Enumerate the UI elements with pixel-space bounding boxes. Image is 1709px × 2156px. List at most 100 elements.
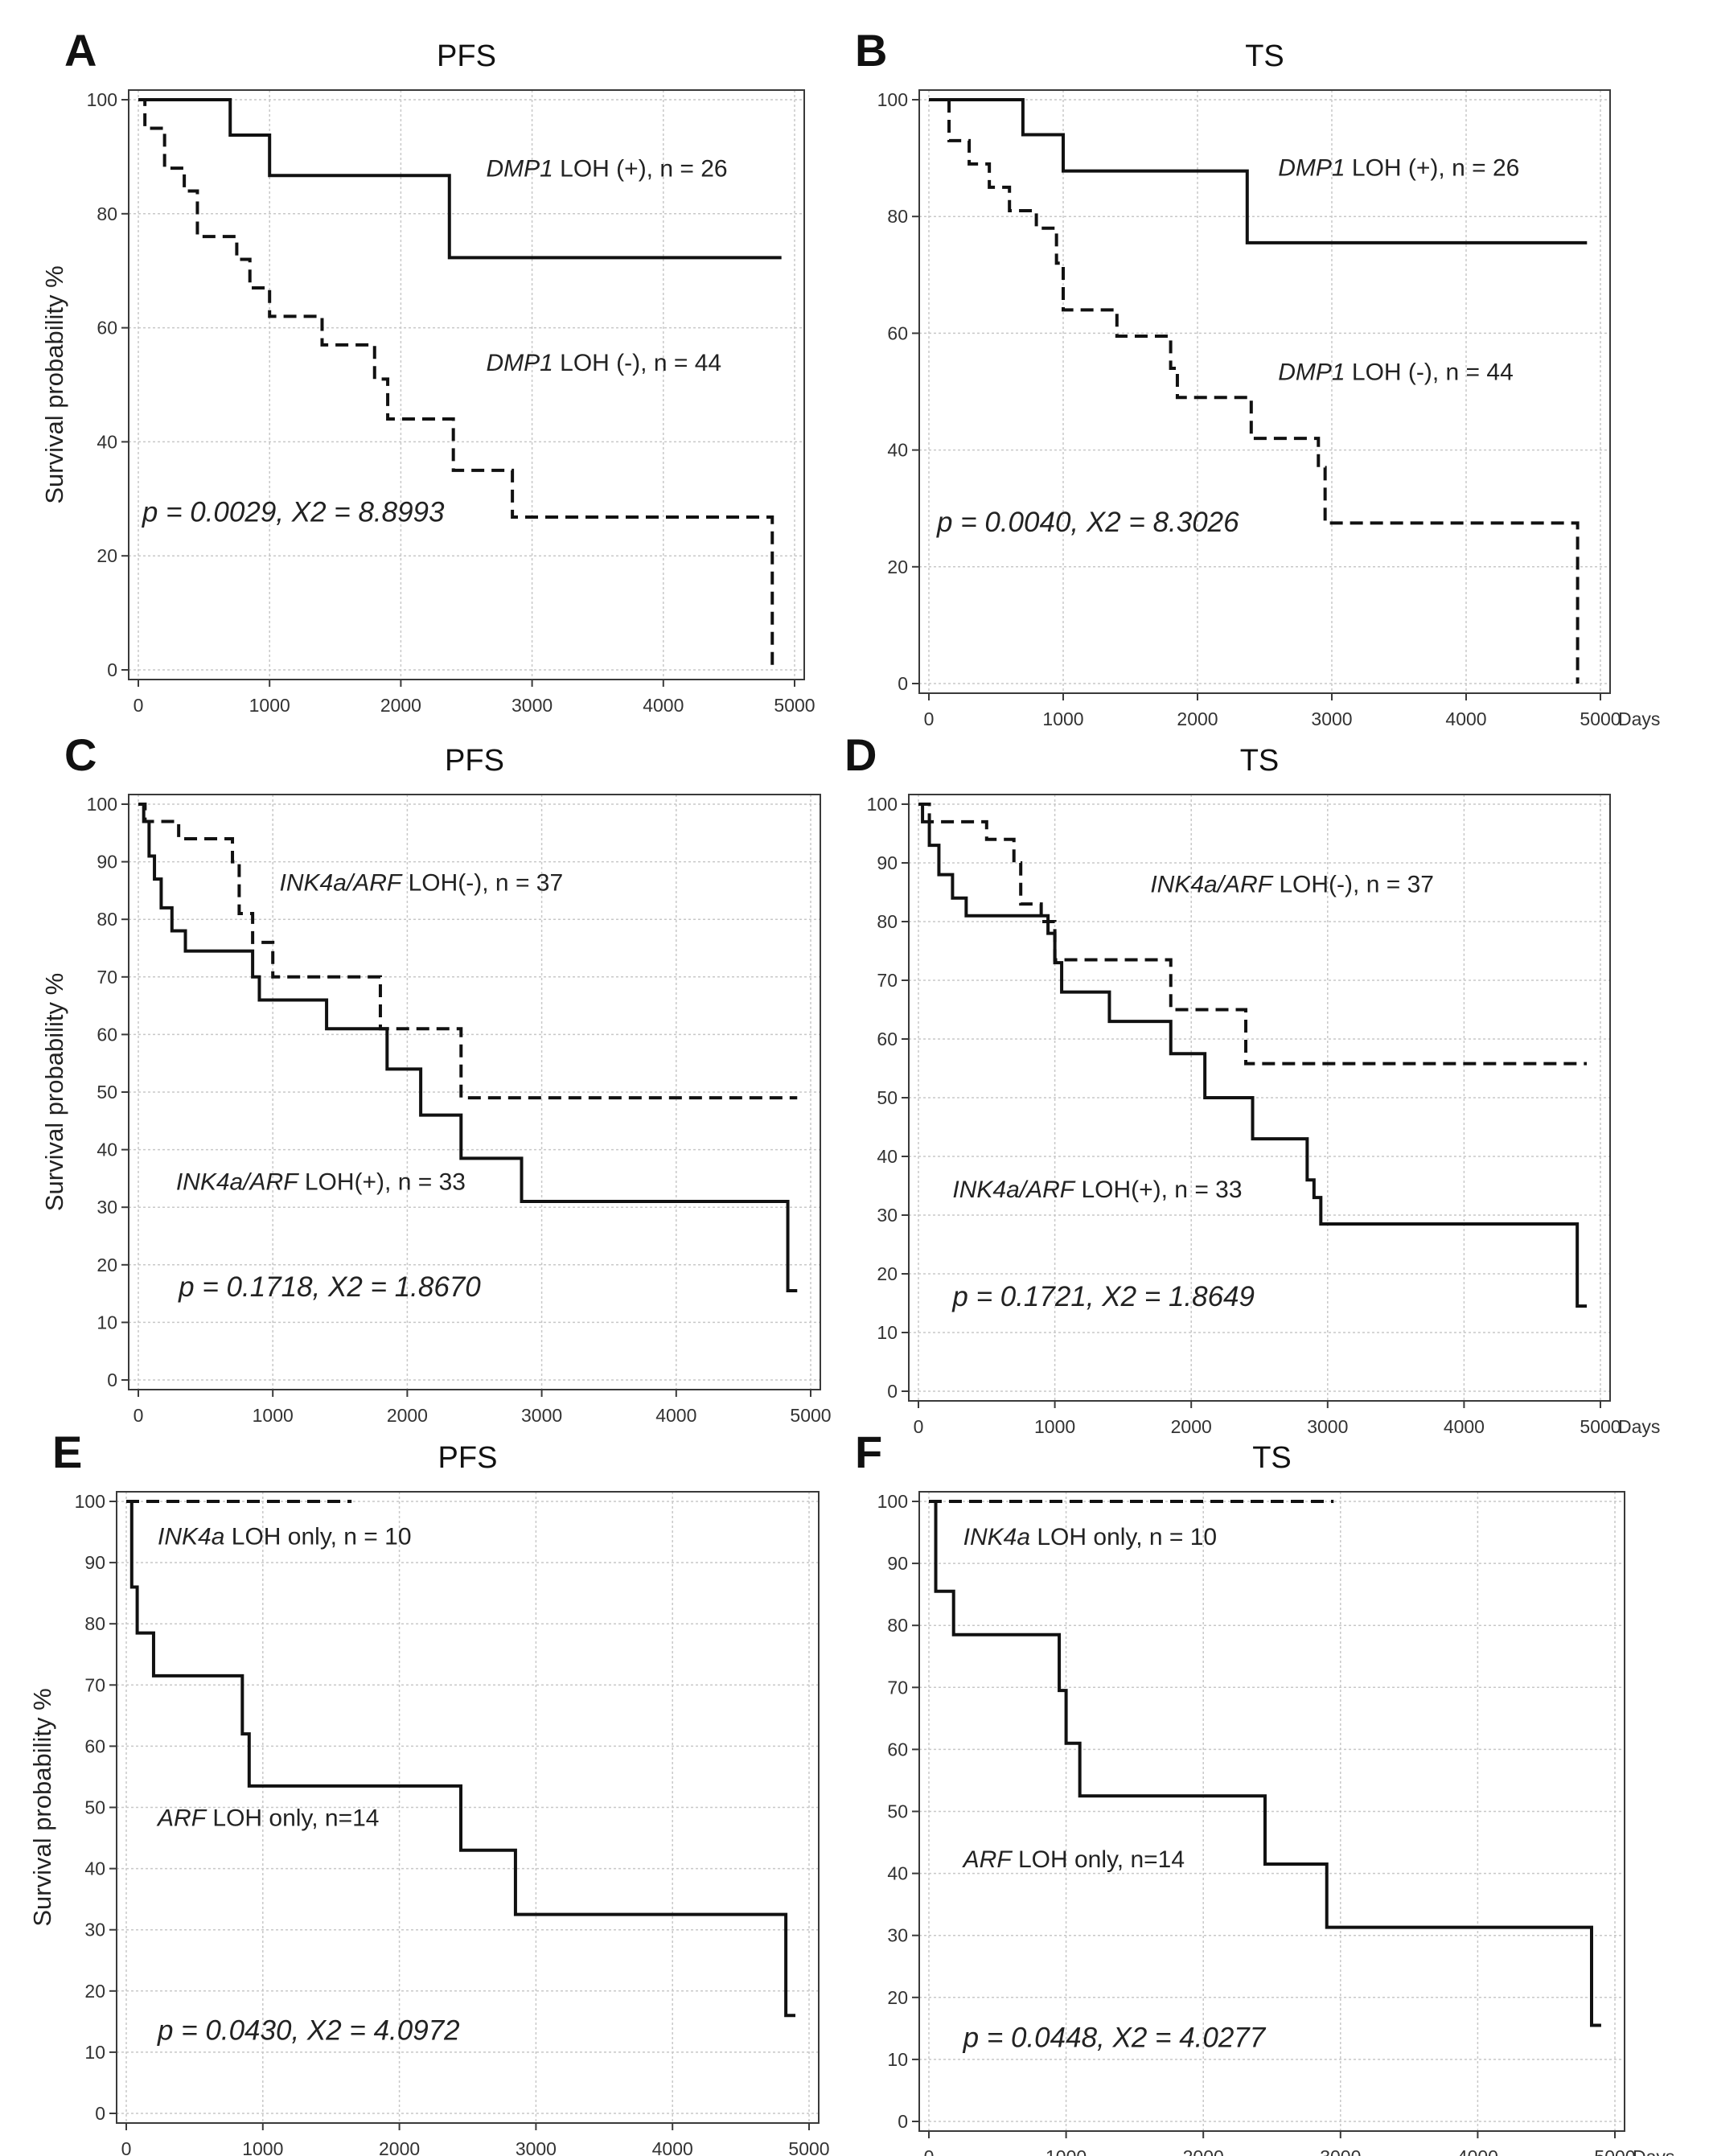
km-curve-solid [138,803,798,1293]
km-curve-dashed [918,803,1588,1066]
group-annotation: DMP1 LOH (-), n = 44 [486,350,721,376]
gene-label: INK4a [158,1523,224,1550]
x-tick-label: 4000 [652,2138,693,2156]
panel-letter: B [855,25,887,76]
group-label: LOH only, n=14 [1012,1846,1185,1873]
y-tick-label: 60 [887,322,908,343]
x-tick-label: 4000 [1445,708,1486,729]
y-tick-label: 50 [84,1797,105,1818]
group-annotation: DMP1 LOH (-), n = 44 [1278,359,1514,385]
x-tick-label: 2000 [1171,1416,1212,1437]
y-tick-label: 10 [877,1322,898,1343]
x-tick-label: 2000 [387,1405,428,1426]
y-tick-label: 0 [887,1381,898,1402]
x-tick-label: 0 [924,2146,935,2156]
group-annotation: INK4a LOH only, n = 10 [158,1523,411,1550]
y-tick-label: 30 [877,1205,898,1226]
panel-title: PFS [445,744,504,778]
x-tick-label: 4000 [655,1405,696,1426]
gene-label: INK4a/ARF [1150,872,1273,898]
x-tick-label: 1000 [249,695,290,716]
gridlines [919,1492,1625,2131]
gene-label: ARF [962,1846,1013,1873]
y-tick-label: 70 [84,1674,105,1695]
y-tick-label: 10 [887,2049,908,2070]
group-annotation: DMP1 LOH (+), n = 26 [1278,154,1519,181]
y-tick-label: 0 [95,2103,105,2124]
group-label: LOH(+), n = 33 [1074,1177,1242,1203]
y-tick-label: 0 [898,2111,908,2132]
y-tick-label: 80 [84,1613,105,1634]
y-tick-label: 20 [97,1255,117,1275]
stat-annotation: p = 0.0430, X2 = 4.0972 [157,2015,460,2047]
gene-label: DMP1 [486,156,553,183]
panel-title: TS [1240,744,1280,778]
y-tick-label: 70 [887,1677,908,1698]
x-tick-label: 3000 [1307,1416,1348,1437]
x-tick-label: 5000 [788,2138,829,2156]
km-curve-solid [918,803,1588,1308]
x-tick-label: 0 [134,1405,144,1426]
x-tick-label: 2000 [379,2138,420,2156]
gridlines [919,90,1610,693]
group-annotation: INK4a/ARF LOH(+), n = 33 [176,1169,466,1196]
y-tick-label: 0 [898,673,908,694]
km-curve-solid [929,98,1588,244]
stat-annotation: p = 0.1718, X2 = 1.8670 [178,1271,481,1303]
panel-e: 0 1000 2000 3000 4000 5000 0 10 20 30 40 50 60 70 80 90… [28,1427,830,2156]
panel-letter: C [64,729,97,780]
x-tick-label: 3000 [521,1405,562,1426]
group-annotation: INK4a/ARF LOH(+), n = 33 [952,1177,1242,1203]
gridlines [909,795,1610,1401]
gridlines [117,1492,819,2123]
group-label: LOH only, n = 10 [224,1523,411,1550]
y-tick-label: 20 [877,1263,898,1284]
x-tick-label: 2000 [380,695,421,716]
y-tick-label: 10 [84,2042,105,2063]
group-label: LOH(+), n = 33 [298,1169,466,1196]
panel-d: 0 1000 2000 3000 4000 5000 0 10 20 30 40 50 60 70 80 90… [844,729,1660,1437]
y-tick-label: 100 [877,89,908,110]
y-tick-label: 40 [887,440,908,461]
group-annotation: ARF LOH only, n=14 [962,1846,1185,1873]
x-tick-label: 2000 [1183,2146,1224,2156]
x-tick-label: 3000 [1311,708,1352,729]
x-tick-label: 5000 [790,1405,831,1426]
gene-label: INK4a/ARF [280,869,403,896]
x-tick-label: 3000 [516,2138,557,2156]
gene-label: INK4a/ARF [952,1177,1075,1203]
y-tick-label: 40 [84,1858,105,1879]
y-tick-label: 40 [97,431,117,452]
gene-label: DMP1 [1278,154,1345,181]
y-tick-label: 80 [887,206,908,227]
stat-annotation: p = 0.0448, X2 = 4.0277 [963,2022,1267,2053]
y-tick-label: 20 [887,556,908,577]
plot-frame [918,89,1611,694]
x-axis-unit-label: Days [1618,708,1660,729]
y-tick-label: 100 [75,1491,105,1512]
x-tick-label: 4000 [1457,2146,1498,2156]
group-annotation: DMP1 LOH (+), n = 26 [486,156,727,183]
x-axis-unit-label: Days [1633,2146,1674,2156]
y-tick-label: 30 [97,1197,117,1218]
y-tick-label: 60 [97,318,117,339]
group-annotation: INK4a/ARF LOH(-), n = 37 [280,869,564,896]
group-label: LOH (-), n = 44 [553,350,721,376]
group-annotation: INK4a/ARF LOH(-), n = 37 [1150,872,1434,898]
km-curve-dashed [929,98,1580,684]
gene-label: INK4a [963,1524,1030,1550]
x-tick-label: 0 [134,695,144,716]
y-tick-label: 30 [887,1925,908,1946]
y-tick-label: 40 [97,1140,117,1160]
panel-f: 0 1000 2000 3000 4000 5000 0 10 20 30 40 50 60 70 80 90… [855,1427,1674,2156]
y-tick-label: 60 [84,1735,105,1756]
panel-title: TS [1252,1441,1292,1475]
y-tick-label: 10 [97,1312,117,1333]
y-tick-label: 20 [97,545,117,566]
y-tick-label: 60 [887,1739,908,1760]
x-tick-label: 3000 [1320,2146,1361,2156]
y-axis-label: Survival probability % [40,265,68,503]
group-label: LOH (-), n = 44 [1345,359,1514,385]
panel-a: 0 1000 2000 3000 4000 5000 0 20 40 60 80 100 Surviva… [40,25,815,716]
x-tick-label: 4000 [1444,1416,1485,1437]
